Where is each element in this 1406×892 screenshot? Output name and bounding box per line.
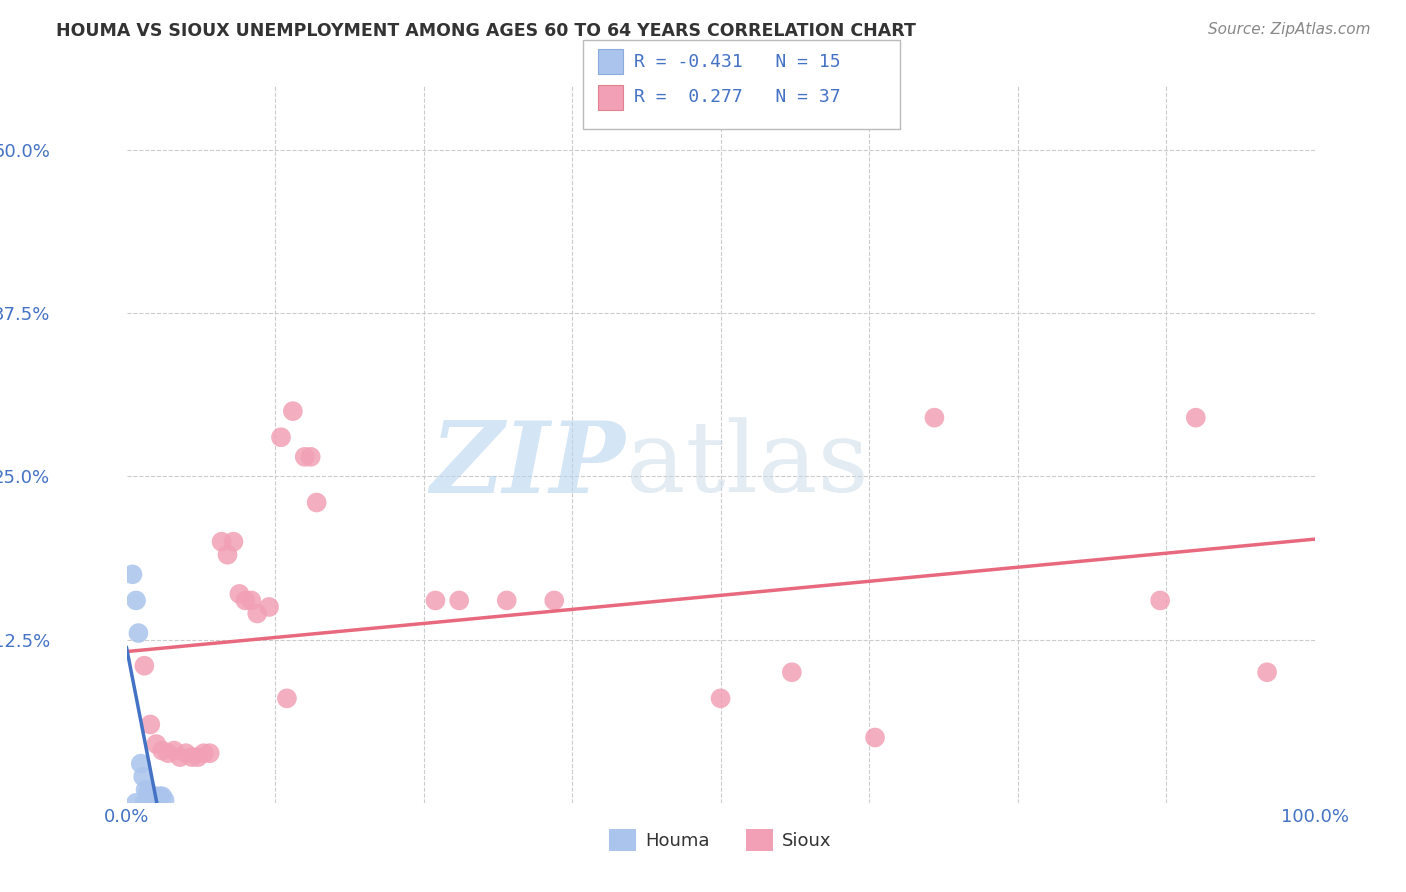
Point	[145, 737, 167, 751]
Point	[228, 587, 250, 601]
Point	[136, 785, 159, 799]
Point	[135, 782, 157, 797]
Point	[240, 593, 263, 607]
Point	[294, 450, 316, 464]
Point	[233, 593, 257, 607]
Point	[863, 731, 886, 745]
Point	[449, 593, 471, 607]
Point	[543, 593, 565, 607]
Point	[198, 746, 221, 760]
Point	[134, 658, 156, 673]
Point	[139, 717, 162, 731]
Point	[174, 746, 197, 760]
Point	[193, 746, 215, 760]
Text: R = -0.431   N = 15: R = -0.431 N = 15	[634, 53, 841, 70]
Point	[222, 534, 245, 549]
Point	[1185, 410, 1208, 425]
Text: atlas: atlas	[626, 417, 869, 513]
Point	[217, 548, 239, 562]
Point	[153, 793, 176, 807]
Point	[246, 607, 269, 621]
Point	[125, 593, 148, 607]
Point	[150, 743, 173, 757]
Point	[425, 593, 447, 607]
Point	[780, 665, 803, 680]
Point	[139, 789, 162, 804]
Point	[276, 691, 298, 706]
Point	[270, 430, 292, 444]
Legend: Houma, Sioux: Houma, Sioux	[602, 822, 839, 858]
Point	[145, 789, 167, 804]
Text: R =  0.277   N = 37: R = 0.277 N = 37	[634, 88, 841, 106]
Point	[211, 534, 233, 549]
Point	[132, 770, 155, 784]
Point	[1256, 665, 1278, 680]
Point	[180, 750, 202, 764]
Text: Source: ZipAtlas.com: Source: ZipAtlas.com	[1208, 22, 1371, 37]
Point	[125, 796, 148, 810]
Point	[187, 750, 209, 764]
Point	[305, 495, 328, 509]
Point	[121, 567, 143, 582]
Point	[157, 746, 180, 760]
Point	[163, 743, 186, 757]
Point	[134, 796, 156, 810]
Point	[495, 593, 517, 607]
Point	[149, 789, 172, 804]
Point	[169, 750, 191, 764]
Point	[127, 626, 149, 640]
Point	[129, 756, 152, 771]
Text: HOUMA VS SIOUX UNEMPLOYMENT AMONG AGES 60 TO 64 YEARS CORRELATION CHART: HOUMA VS SIOUX UNEMPLOYMENT AMONG AGES 6…	[56, 22, 917, 40]
Point	[1149, 593, 1171, 607]
Point	[150, 789, 173, 804]
Point	[257, 599, 280, 614]
Text: ZIP: ZIP	[430, 417, 626, 514]
Point	[281, 404, 304, 418]
Point	[710, 691, 733, 706]
Point	[924, 410, 946, 425]
Point	[299, 450, 322, 464]
Point	[142, 789, 165, 804]
